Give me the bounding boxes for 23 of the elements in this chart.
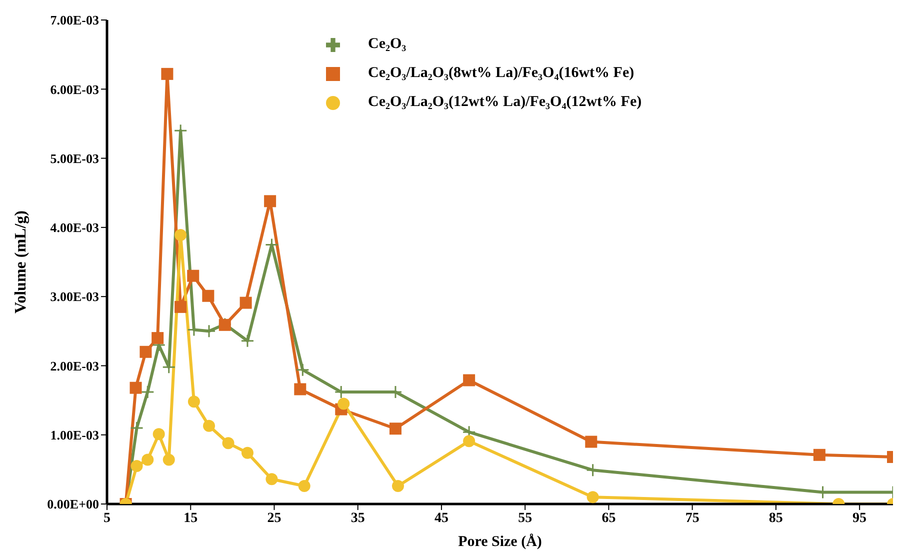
y-axis-title: Volume (mL/g) (12, 210, 30, 314)
y-tick-label: 3.00E-03 (50, 289, 100, 304)
x-tick-label: 35 (350, 510, 365, 526)
x-tick-label: 45 (434, 510, 448, 526)
y-tick-label: 0.00E+00 (47, 496, 99, 512)
x-axis-title: Pore Size (Å) (458, 533, 542, 550)
x-tick-label: 65 (602, 510, 616, 526)
x-tick-label: 85 (768, 510, 783, 526)
legend-label: Ce₂O₃/La₂O₃(8wt% La)/Fe₃O₄(16wt% Fe) (368, 65, 634, 81)
x-tick-label: 55 (518, 510, 532, 526)
y-tick-label: 2.00E-03 (50, 358, 100, 374)
y-tick-label: 7.00E-03 (50, 12, 100, 28)
x-tick-label: 15 (184, 510, 198, 526)
y-tick-label: 5.00E-03 (50, 150, 100, 166)
legend-label: Ce₂O₃ (368, 36, 406, 52)
y-tick-label: 1.00E-03 (50, 427, 100, 442)
legend-label: Ce₂O₃/La₂O₃(12wt% La)/Fe₃O₄(12wt% Fe) (368, 94, 642, 110)
x-tick-label: 95 (852, 510, 867, 526)
x-tick-label: 5 (104, 510, 110, 526)
x-tick-label: 75 (685, 510, 700, 526)
y-tick-label: 4.00E-03 (50, 220, 100, 236)
x-tick-label: 25 (267, 510, 282, 526)
y-tick-label: 6.00E-03 (50, 82, 100, 97)
